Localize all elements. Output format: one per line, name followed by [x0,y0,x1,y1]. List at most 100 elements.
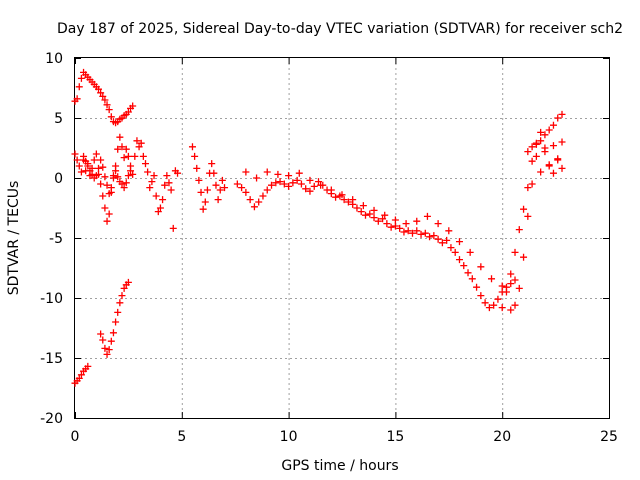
data-point [451,248,459,256]
data-point [214,196,222,204]
data-point [253,174,261,182]
data-point [97,89,105,97]
data-point [99,163,107,171]
data-point [549,169,557,177]
data-point [195,176,203,184]
data-point [272,179,280,187]
data-point [197,188,205,196]
data-point [250,203,258,211]
data-point [77,74,85,82]
data-point [116,299,124,307]
data-point [84,362,92,370]
data-point [293,176,301,184]
data-point [103,181,111,189]
series-track-mid-scatter [146,143,229,232]
data-point [148,178,156,186]
data-point [137,139,145,147]
data-point [109,329,117,337]
chart-title: Day 187 of 2025, Sidereal Day-to-day VTE… [57,21,623,37]
data-point [537,137,545,145]
data-point [246,196,254,204]
y-tick-label: 10 [45,51,63,67]
data-point [84,162,92,170]
data-point [169,224,177,232]
data-point [295,169,303,177]
series-track-secondary [242,168,506,290]
data-point [105,106,113,114]
data-point [101,204,109,212]
y-axis-label: SDTVAR / TECUs [6,181,22,296]
data-point [120,184,128,192]
data-point [129,170,137,178]
data-point [545,162,553,170]
data-point [114,173,122,181]
data-point [306,176,314,184]
data-point [524,148,532,156]
data-point [532,139,540,147]
data-point [80,152,88,160]
data-point [528,157,536,165]
data-point [90,156,98,164]
data-point [289,179,297,187]
data-point [524,184,532,192]
data-point [511,248,519,256]
data-point [118,143,126,151]
series-track-main [233,176,519,312]
data-point [357,208,365,216]
data-point [118,292,126,300]
data-point [477,292,485,300]
data-point [400,228,408,236]
data-point [71,150,79,158]
data-point [218,176,226,184]
data-point [445,227,453,235]
data-point [73,95,81,103]
plot-frame [74,57,610,419]
data-point [532,152,540,160]
data-point [105,190,113,198]
data-point [460,262,468,270]
data-point [528,143,536,151]
data-point [537,128,545,136]
series-track-end-second [507,138,566,314]
data-point [488,275,496,283]
data-point [201,198,209,206]
data-point [464,269,472,277]
data-point [122,179,130,187]
data-point [374,217,382,225]
data-point [105,210,113,218]
data-point [468,275,476,283]
data-point [366,210,374,218]
data-point [558,110,566,118]
data-point [524,212,532,220]
data-point [466,248,474,256]
data-point [317,181,325,189]
data-point [124,278,132,286]
data-point [99,92,107,100]
data-point [174,169,182,177]
data-point [455,238,463,246]
x-tick-label: 25 [600,429,618,445]
x-tick-label: 15 [386,429,404,445]
data-point [498,304,506,312]
data-point [107,184,115,192]
data-point [152,192,160,200]
data-point [122,145,130,153]
data-point [455,256,463,264]
data-point [549,142,557,150]
data-point [188,143,196,151]
data-point [146,184,154,192]
y-tick-label: 5 [54,111,63,127]
data-point [520,253,528,261]
data-point [82,157,90,165]
data-point [154,208,162,216]
data-point [327,186,335,194]
x-tick-label: 0 [71,429,80,445]
data-point [242,168,250,176]
series-track-lower-start [71,362,92,387]
data-point [114,308,122,316]
data-point [421,229,429,237]
data-point [101,344,109,352]
data-point [105,346,113,354]
y-tick-labels: 10 5 0 -5 -10 -15 -20 [40,51,63,427]
